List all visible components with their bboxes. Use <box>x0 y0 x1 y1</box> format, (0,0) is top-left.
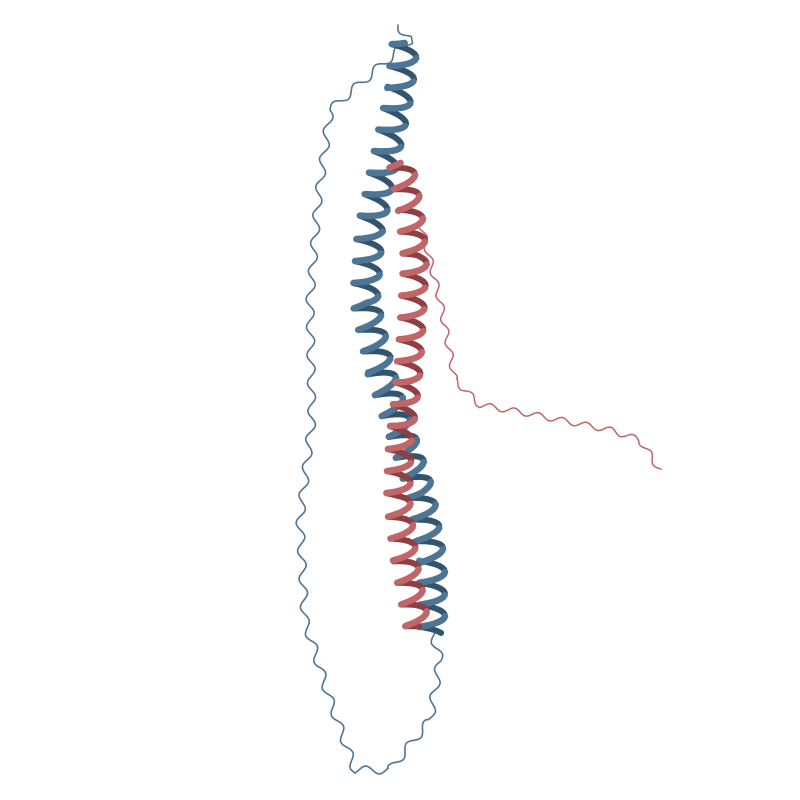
helix-ribbon-segment <box>393 348 426 365</box>
helix-ribbon-segment <box>375 122 409 134</box>
helix-ribbon-segment <box>389 545 419 564</box>
chain-b-coil <box>417 219 662 470</box>
helix-ribbon-segment <box>351 249 385 265</box>
helix-ribbon-segment <box>370 143 405 155</box>
helix-ribbon-segment <box>387 521 417 542</box>
helix-ribbon-segment <box>350 271 383 287</box>
helix-ribbon-segment <box>399 238 429 257</box>
helix-ribbon-segment <box>384 78 417 92</box>
helix-ribbon-segment <box>399 261 430 277</box>
helix-ribbon-segment <box>385 500 414 520</box>
helix-ribbon-segment <box>389 394 421 408</box>
helix-ribbon-segment <box>392 372 424 386</box>
helix-ribbon-segment <box>383 480 414 497</box>
helix-ribbon-segment <box>405 478 435 501</box>
chain-b-helix <box>383 159 430 630</box>
helix-ribbon-segment <box>380 100 414 112</box>
helix-ribbon-segment <box>383 459 414 475</box>
helix-ribbon-segment <box>386 54 420 70</box>
helix-ribbon-segment <box>364 355 394 378</box>
helix-ribbon-segment <box>356 207 391 220</box>
helix-ribbon-segment <box>393 565 422 587</box>
helix-ribbon-segment <box>392 436 421 461</box>
helix-ribbon-segment <box>354 312 385 334</box>
helix-ribbon-segment <box>390 171 419 193</box>
helix-ribbon-segment <box>353 228 386 243</box>
helix-ribbon-segment <box>397 306 428 321</box>
helix-ribbon-segment <box>361 186 395 198</box>
helix-ribbon-segment <box>385 437 416 453</box>
helix-ribbon-segment <box>402 608 430 630</box>
helix-ribbon-segment <box>412 524 443 545</box>
helix-ribbon-segment <box>350 293 382 312</box>
coil-strand <box>417 219 662 470</box>
helix-ribbon-segment <box>396 215 427 235</box>
coil-strand <box>295 24 444 775</box>
helix-ribbon-segment <box>415 568 449 587</box>
helix-ribbon-segment <box>397 284 429 299</box>
helix-ribbon-segment <box>386 159 404 171</box>
helix-ribbon-segment <box>395 327 427 343</box>
helix-ribbon-segment <box>395 192 423 214</box>
chain-a-coil <box>295 24 444 775</box>
helix-ribbon-segment <box>416 545 447 566</box>
helix-ribbon-segment <box>408 501 439 523</box>
helix-ribbon-segment <box>388 39 408 48</box>
helix-ribbon-segment <box>398 587 426 608</box>
helix-ribbon-segment <box>386 415 419 430</box>
chain-a-helix <box>350 39 449 636</box>
helix-ribbon-segment <box>359 332 390 355</box>
